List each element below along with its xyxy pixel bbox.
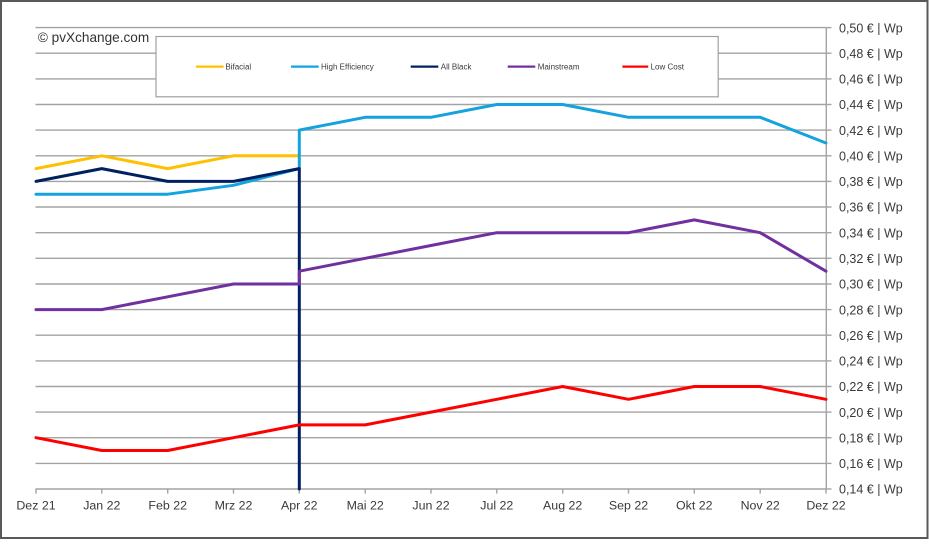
svg-text:Dez 21: Dez 21: [16, 498, 55, 512]
svg-text:0,34 € | Wp: 0,34 € | Wp: [839, 226, 903, 240]
svg-text:© pvXchange.com: © pvXchange.com: [38, 30, 149, 45]
svg-text:0,44 € | Wp: 0,44 € | Wp: [839, 98, 903, 112]
svg-text:0,42 € | Wp: 0,42 € | Wp: [839, 124, 903, 138]
svg-text:Jul 22: Jul 22: [480, 498, 513, 512]
svg-text:0,14 € | Wp: 0,14 € | Wp: [839, 483, 903, 497]
svg-text:0,40 € | Wp: 0,40 € | Wp: [839, 150, 903, 164]
svg-text:0,22 € | Wp: 0,22 € | Wp: [839, 380, 903, 394]
svg-text:Aug 22: Aug 22: [543, 498, 582, 512]
svg-text:0,32 € | Wp: 0,32 € | Wp: [839, 252, 903, 266]
svg-text:Nov 22: Nov 22: [741, 498, 780, 512]
svg-text:Mrz 22: Mrz 22: [215, 498, 253, 512]
svg-text:0,18 € | Wp: 0,18 € | Wp: [839, 432, 903, 446]
svg-text:0,28 € | Wp: 0,28 € | Wp: [839, 303, 903, 317]
svg-text:0,26 € | Wp: 0,26 € | Wp: [839, 329, 903, 343]
svg-text:0,20 € | Wp: 0,20 € | Wp: [839, 406, 903, 420]
svg-text:Jun 22: Jun 22: [412, 498, 449, 512]
svg-text:Jan 22: Jan 22: [83, 498, 120, 512]
svg-text:All Black: All Black: [441, 62, 473, 71]
svg-text:Sep 22: Sep 22: [609, 498, 648, 512]
svg-text:0,36 € | Wp: 0,36 € | Wp: [839, 201, 903, 215]
svg-text:High Efficiency: High Efficiency: [321, 62, 374, 71]
svg-text:Okt 22: Okt 22: [676, 498, 713, 512]
svg-text:0,46 € | Wp: 0,46 € | Wp: [839, 73, 903, 87]
svg-text:Mai 22: Mai 22: [347, 498, 384, 512]
svg-text:Low Cost: Low Cost: [651, 62, 685, 71]
svg-text:0,38 € | Wp: 0,38 € | Wp: [839, 175, 903, 189]
svg-text:0,16 € | Wp: 0,16 € | Wp: [839, 457, 903, 471]
svg-text:Bifacial: Bifacial: [225, 62, 251, 71]
svg-text:0,48 € | Wp: 0,48 € | Wp: [839, 47, 903, 61]
svg-text:0,30 € | Wp: 0,30 € | Wp: [839, 278, 903, 292]
svg-text:0,50 € | Wp: 0,50 € | Wp: [839, 21, 903, 35]
svg-text:Apr 22: Apr 22: [281, 498, 318, 512]
svg-text:Dez 22: Dez 22: [806, 498, 845, 512]
svg-text:0,24 € | Wp: 0,24 € | Wp: [839, 355, 903, 369]
svg-text:Mainstream: Mainstream: [538, 62, 580, 71]
svg-text:Feb 22: Feb 22: [148, 498, 187, 512]
